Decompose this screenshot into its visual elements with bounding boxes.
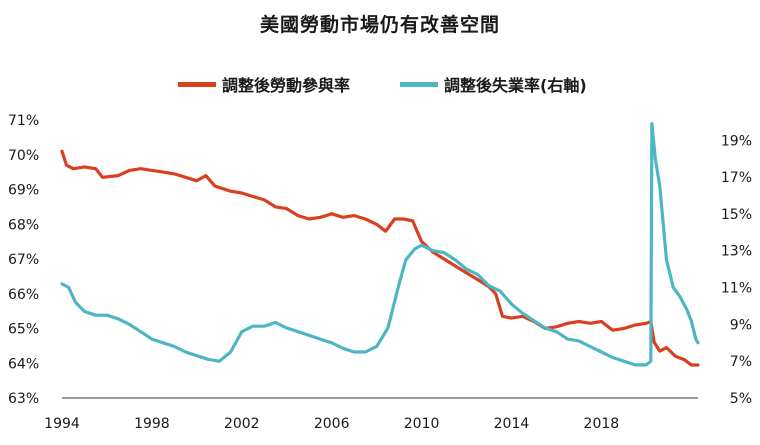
- x-tick-label: 2018: [584, 416, 620, 432]
- y-left-tick-label: 67%: [8, 252, 39, 268]
- y-right-tick-label: 7%: [730, 354, 752, 370]
- y-right-tick-label: 13%: [721, 244, 752, 260]
- y-right-tick-label: 19%: [721, 133, 752, 149]
- legend-swatch-participation: [178, 81, 216, 87]
- series-line-participation: [60, 149, 700, 367]
- series-line-unemployment: [60, 122, 700, 367]
- y-right-tick-label: 15%: [721, 207, 752, 223]
- legend-label-unemployment: 調整後失業率(右軸): [444, 76, 587, 95]
- y-left-tick-label: 71%: [8, 113, 39, 129]
- legend-label-participation: 調整後勞動參與率: [222, 76, 351, 95]
- legend: 調整後勞動參與率 調整後失業率(右軸): [0, 72, 760, 96]
- y-left-tick-label: 65%: [8, 322, 39, 338]
- y-right-tick-label: 9%: [730, 317, 752, 333]
- y-right-tick-label: 11%: [721, 281, 752, 297]
- y-left-tick-label: 70%: [8, 148, 39, 164]
- legend-item-unemployment: 調整後失業率(右軸): [400, 72, 587, 96]
- x-tick-label: 2010: [404, 416, 440, 432]
- y-right-tick-label: 17%: [721, 170, 752, 186]
- y-left-tick-label: 66%: [8, 287, 39, 303]
- legend-swatch-unemployment: [400, 81, 438, 87]
- chart-title: 美國勞動市場仍有改善空間: [259, 14, 500, 36]
- x-tick-label: 1994: [44, 416, 80, 432]
- x-tick-labels: 1994 1998 2002 2006 2010 2014 2018: [44, 416, 619, 432]
- x-tick-label: 2014: [494, 416, 530, 432]
- x-tick-label: 2006: [314, 416, 350, 432]
- y-right-tick-labels: 5% 7% 9% 11% 13% 15% 17% 19%: [721, 133, 752, 407]
- legend-item-participation: 調整後勞動參與率: [178, 72, 350, 96]
- x-tick-label: 1998: [134, 416, 170, 432]
- x-tick-label: 2002: [224, 416, 260, 432]
- y-left-tick-labels: 63% 64% 65% 66% 67% 68% 69% 70% 71%: [8, 113, 39, 407]
- y-left-tick-label: 63%: [8, 391, 39, 407]
- y-left-tick-label: 68%: [8, 217, 39, 233]
- y-right-tick-label: 5%: [730, 391, 752, 407]
- y-left-tick-label: 64%: [8, 356, 39, 372]
- y-left-tick-label: 69%: [8, 183, 39, 199]
